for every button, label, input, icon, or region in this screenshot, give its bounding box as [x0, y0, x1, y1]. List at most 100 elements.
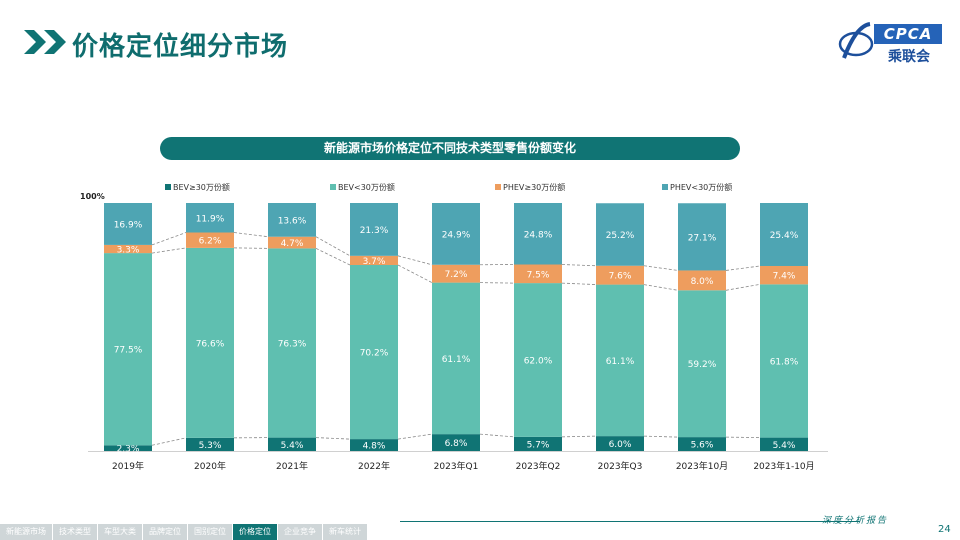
footer-nav-item[interactable]: 技术类型	[53, 524, 97, 540]
x-tick-label: 2020年	[194, 460, 226, 472]
logo-text: CPCA	[874, 24, 942, 44]
data-label: 7.2%	[445, 270, 468, 280]
bar-segment	[514, 436, 562, 451]
connector-line	[725, 265, 761, 271]
footer: 深度分析报告 新能源市场 技术类型 车型大类 品牌定位 国别定位 价格定位 企业竞争 新车统计…	[0, 516, 960, 540]
bar-segment	[760, 437, 808, 451]
data-label: 62.0%	[524, 356, 553, 366]
data-label: 11.9%	[196, 214, 225, 224]
bar-segment	[186, 203, 234, 233]
connector-line	[479, 433, 515, 438]
header: 价格定位细分市场 CPCA 乘联会	[0, 0, 960, 80]
footer-tagline: 深度分析报告	[822, 516, 889, 526]
connector-line	[725, 283, 761, 291]
data-label: 4.7%	[281, 239, 304, 249]
data-label: 61.8%	[770, 357, 799, 367]
x-tick-label: 2023年1-10月	[753, 460, 814, 472]
footer-nav-item[interactable]: 价格定位	[233, 524, 277, 540]
footer-nav-item[interactable]: 新能源市场	[0, 524, 52, 540]
x-tick-label: 2023年Q3	[598, 460, 643, 472]
data-label: 24.9%	[442, 230, 471, 240]
connector-line	[643, 265, 679, 271]
bar-segment	[104, 244, 152, 254]
logo-sub-text: 乘联会	[888, 49, 930, 65]
footer-nav-item[interactable]: 新车统计	[323, 524, 367, 540]
bar-segment	[432, 434, 480, 451]
connector-line	[233, 232, 269, 238]
connector-line	[151, 232, 187, 246]
data-label: 3.7%	[363, 257, 386, 267]
bar-segment	[678, 203, 726, 271]
footer-nav: 新能源市场 技术类型 车型大类 品牌定位 国别定位 价格定位 企业竞争 新车统计	[0, 524, 368, 540]
data-label: 76.3%	[278, 339, 307, 349]
data-label: 61.1%	[442, 355, 471, 365]
data-label: 5.7%	[527, 440, 550, 450]
data-label: 70.2%	[360, 349, 389, 359]
page-title: 价格定位细分市场	[72, 32, 289, 62]
bar-segment	[432, 282, 480, 435]
footer-nav-item[interactable]: 车型大类	[98, 524, 142, 540]
data-label: 6.0%	[609, 440, 632, 450]
bar-segment	[268, 248, 316, 438]
data-label: 4.8%	[363, 442, 386, 452]
data-label: 5.6%	[691, 441, 714, 451]
bar-segment	[350, 265, 398, 440]
chevron-double-right-icon	[24, 30, 66, 54]
data-label: 7.6%	[609, 272, 632, 282]
bar-segment	[104, 253, 152, 446]
data-label: 25.4%	[770, 231, 799, 241]
legend-swatch	[165, 184, 171, 190]
footer-nav-item[interactable]: 品牌定位	[143, 524, 187, 540]
footer-nav-item[interactable]: 企业竞争	[278, 524, 322, 540]
data-label: 6.8%	[445, 439, 468, 449]
bar-segment	[596, 203, 644, 266]
legend-swatch	[662, 184, 668, 190]
connector-line	[561, 282, 597, 285]
data-label: 5.4%	[281, 441, 304, 451]
bar-segment	[432, 264, 480, 283]
x-tick-label: 2023年Q1	[434, 460, 479, 472]
data-label: 59.2%	[688, 360, 717, 370]
bar-segment	[760, 203, 808, 266]
legend-swatch	[330, 184, 336, 190]
logo-emblem-icon	[838, 22, 874, 59]
bar-segment	[514, 264, 562, 284]
bar-segment	[186, 437, 234, 451]
bar-segment	[596, 436, 644, 451]
x-tick-label: 2022年	[358, 460, 390, 472]
connector-line	[315, 437, 351, 440]
bar-segment	[596, 284, 644, 437]
connector-line	[151, 247, 187, 254]
footer-divider	[400, 521, 860, 522]
legend-label: BEV≥30万份额	[173, 182, 230, 192]
footer-nav-item[interactable]: 国别定位	[188, 524, 232, 540]
connector-line	[561, 264, 597, 267]
connector-line	[315, 248, 351, 266]
data-label: 61.1%	[606, 357, 635, 367]
bar-segment	[596, 265, 644, 285]
data-label: 76.6%	[196, 339, 225, 349]
bar-segment	[350, 439, 398, 451]
x-tick-label: 2021年	[276, 460, 308, 472]
bar-segment	[678, 437, 726, 451]
bar-segment	[186, 232, 234, 248]
legend-label: PHEV≥30万份额	[503, 182, 565, 192]
connector-line	[397, 255, 433, 266]
data-label: 3.3%	[117, 246, 140, 256]
connector-line	[397, 433, 433, 440]
data-label: 6.2%	[199, 237, 222, 247]
bar-segment	[678, 290, 726, 438]
bar-segment	[514, 283, 562, 437]
connector-line	[643, 284, 679, 291]
x-tick-label: 2023年Q2	[516, 460, 561, 472]
connector-line	[643, 435, 679, 438]
x-tick-label: 2019年	[112, 460, 144, 472]
legend-label: BEV<30万份额	[338, 182, 395, 192]
data-label: 24.8%	[524, 230, 553, 240]
data-label: 2.3%	[117, 445, 140, 455]
data-label: 5.4%	[773, 441, 796, 451]
data-label: 27.1%	[688, 233, 717, 243]
connector-line	[151, 437, 187, 446]
x-tick-label: 2023年10月	[676, 460, 728, 472]
